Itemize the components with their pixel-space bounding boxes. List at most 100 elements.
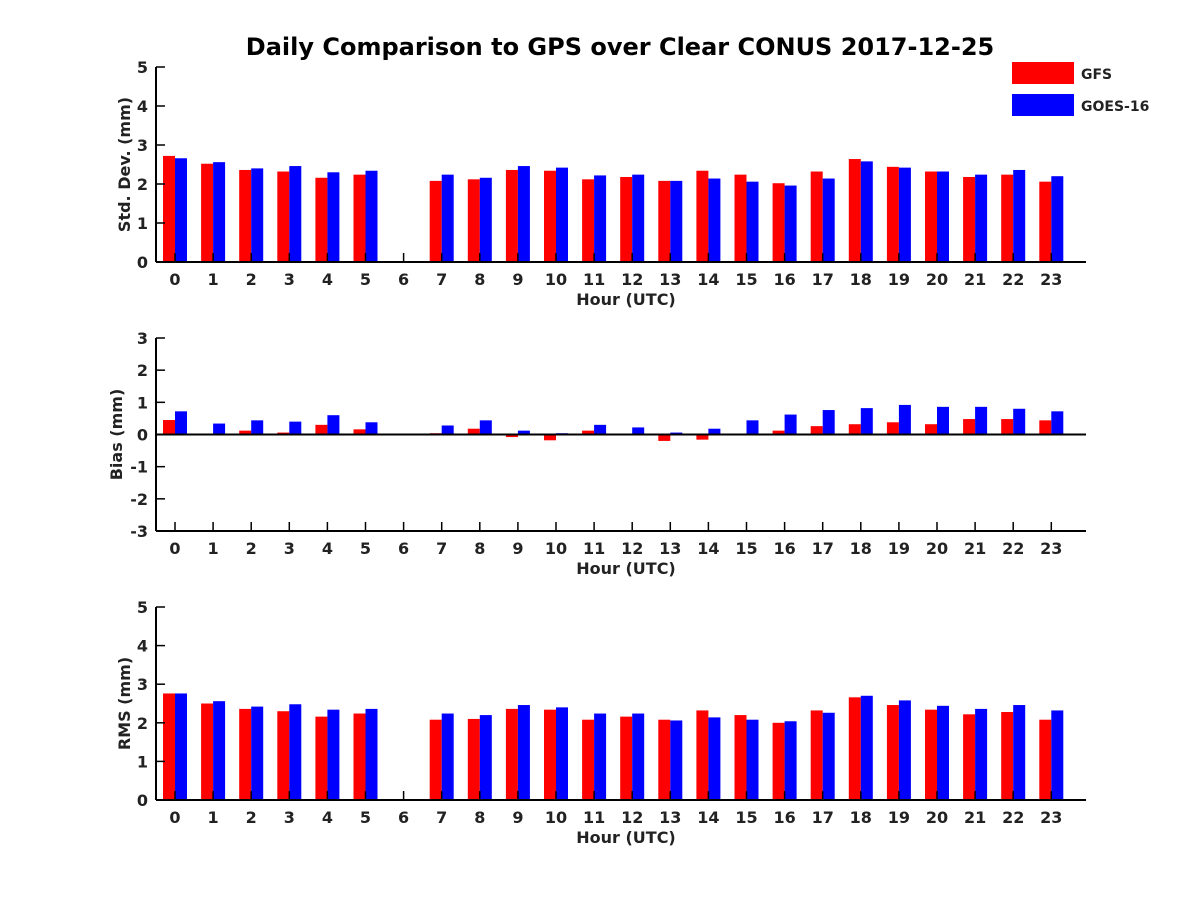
std-dev-xtick-label: 2 (246, 270, 257, 289)
bias-xtick-label: 17 (812, 539, 834, 558)
std-dev-bar-gfs-2 (239, 169, 252, 262)
bias-bar-goes16-14 (708, 428, 721, 435)
bias-bar-gfs-18 (848, 424, 861, 435)
rms-bar-goes16-18 (860, 695, 873, 800)
rms-bar-goes16-5 (365, 708, 378, 800)
bias-bar-gfs-2 (239, 430, 252, 435)
std-dev-ytick-label: 2 (137, 175, 148, 194)
std-dev-bar-goes16-2 (251, 168, 264, 262)
bias-bar-goes16-3 (289, 421, 302, 435)
rms-xtick-label: 19 (888, 808, 910, 827)
std-dev-xtick-label: 4 (322, 270, 333, 289)
bias-bar-goes16-18 (860, 408, 873, 435)
rms-bar-goes16-3 (289, 704, 302, 800)
bias-bar-gfs-17 (810, 426, 823, 435)
bias-bar-goes16-0 (175, 411, 187, 435)
rms-xtick-label: 8 (474, 808, 485, 827)
rms-xtick-label: 1 (208, 808, 219, 827)
rms-bar-goes16-23 (1051, 710, 1064, 800)
std-dev-xtick-label: 11 (583, 270, 605, 289)
rms-bar-goes16-21 (975, 708, 988, 800)
std-dev-bar-goes16-8 (479, 177, 492, 262)
rms-bar-gfs-16 (772, 722, 785, 800)
bias-bar-goes16-23 (1051, 411, 1064, 435)
std-dev-xtick-label: 22 (1002, 270, 1024, 289)
bias-xtick-label: 23 (1040, 539, 1062, 558)
std-dev-xtick-label: 17 (812, 270, 834, 289)
bias-xtick-label: 4 (322, 539, 333, 558)
rms-bar-gfs-13 (658, 719, 671, 800)
bias-bar-goes16-17 (822, 410, 835, 435)
std-dev-xtick-label: 6 (398, 270, 409, 289)
bias-bar-goes16-9 (517, 430, 530, 435)
rms-xtick-label: 9 (512, 808, 523, 827)
std-dev-bar-goes16-0 (175, 158, 187, 262)
std-dev-bar-gfs-16 (772, 183, 785, 262)
rms-bar-goes16-9 (517, 705, 530, 800)
bias-ytick-label: 2 (137, 361, 148, 380)
std-dev-bar-gfs-20 (925, 171, 937, 262)
std-dev-bar-gfs-10 (544, 170, 556, 262)
rms-bar-goes16-4 (327, 709, 340, 800)
rms-bar-gfs-19 (886, 705, 899, 800)
std-dev-bar-goes16-12 (632, 174, 645, 262)
rms-xtick-label: 20 (926, 808, 948, 827)
std-dev-ylabel: Std. Dev. (mm) (115, 97, 134, 232)
bias-ytick-label: 1 (137, 393, 148, 412)
std-dev-xtick-label: 12 (621, 270, 643, 289)
bias-bar-gfs-11 (582, 430, 595, 435)
bias-bar-gfs-0 (163, 420, 175, 435)
std-dev-ytick-label: 5 (137, 58, 148, 77)
bias-xtick-label: 1 (208, 539, 219, 558)
rms-ylabel: RMS (mm) (115, 657, 134, 750)
std-dev-bar-goes16-10 (556, 167, 568, 262)
std-dev-bar-goes16-3 (289, 166, 302, 262)
rms-bar-gfs-23 (1039, 719, 1052, 800)
std-dev-ytick-label: 3 (137, 136, 148, 155)
std-dev-xtick-label: 5 (360, 270, 371, 289)
bias-xtick-label: 20 (926, 539, 948, 558)
bias-bar-gfs-5 (353, 429, 366, 435)
bias-ytick-label: 0 (137, 426, 148, 445)
std-dev-bar-gfs-0 (163, 155, 175, 262)
rms-bar-goes16-8 (479, 715, 492, 800)
bias-ytick-label: 3 (137, 329, 148, 348)
legend-label-gfs: GFS (1081, 67, 1112, 83)
rms-ytick-label: 2 (137, 714, 148, 733)
bias-xtick-label: 2 (246, 539, 257, 558)
rms-xtick-label: 12 (621, 808, 643, 827)
rms-ytick-label: 5 (137, 598, 148, 617)
rms-bar-goes16-20 (937, 705, 949, 800)
std-dev-bar-goes16-19 (898, 167, 911, 262)
rms-xtick-label: 13 (659, 808, 681, 827)
std-dev-bar-goes16-21 (975, 174, 988, 262)
rms-xtick-label: 16 (773, 808, 795, 827)
rms-bar-goes16-17 (822, 712, 835, 800)
bias-xtick-label: 16 (773, 539, 795, 558)
std-dev-xlabel: Hour (UTC) (576, 290, 676, 309)
std-dev-bar-goes16-17 (822, 178, 835, 262)
std-dev-xtick-label: 15 (735, 270, 757, 289)
std-dev-xtick-label: 10 (545, 270, 567, 289)
std-dev-bar-gfs-7 (429, 180, 442, 262)
std-dev-xtick-label: 9 (512, 270, 523, 289)
std-dev-xtick-label: 1 (208, 270, 219, 289)
std-dev-xtick-label: 18 (850, 270, 872, 289)
std-dev-xtick-label: 21 (964, 270, 986, 289)
rms-xtick-label: 11 (583, 808, 605, 827)
rms-xtick-label: 7 (436, 808, 447, 827)
rms-xtick-label: 2 (246, 808, 257, 827)
rms-bar-gfs-2 (239, 708, 252, 800)
std-dev-bar-gfs-9 (505, 169, 518, 262)
std-dev-bar-goes16-20 (937, 171, 949, 262)
std-dev-xtick-label: 20 (926, 270, 948, 289)
rms-bar-gfs-8 (467, 718, 480, 800)
rms-bar-gfs-15 (734, 715, 747, 800)
rms-xtick-label: 5 (360, 808, 371, 827)
std-dev-bar-gfs-18 (848, 159, 861, 262)
std-dev-bar-goes16-14 (708, 178, 721, 262)
std-dev-bar-gfs-13 (658, 180, 671, 262)
std-dev-bar-gfs-14 (696, 170, 709, 262)
rms-bar-gfs-17 (810, 710, 823, 800)
bias-xtick-label: 15 (735, 539, 757, 558)
